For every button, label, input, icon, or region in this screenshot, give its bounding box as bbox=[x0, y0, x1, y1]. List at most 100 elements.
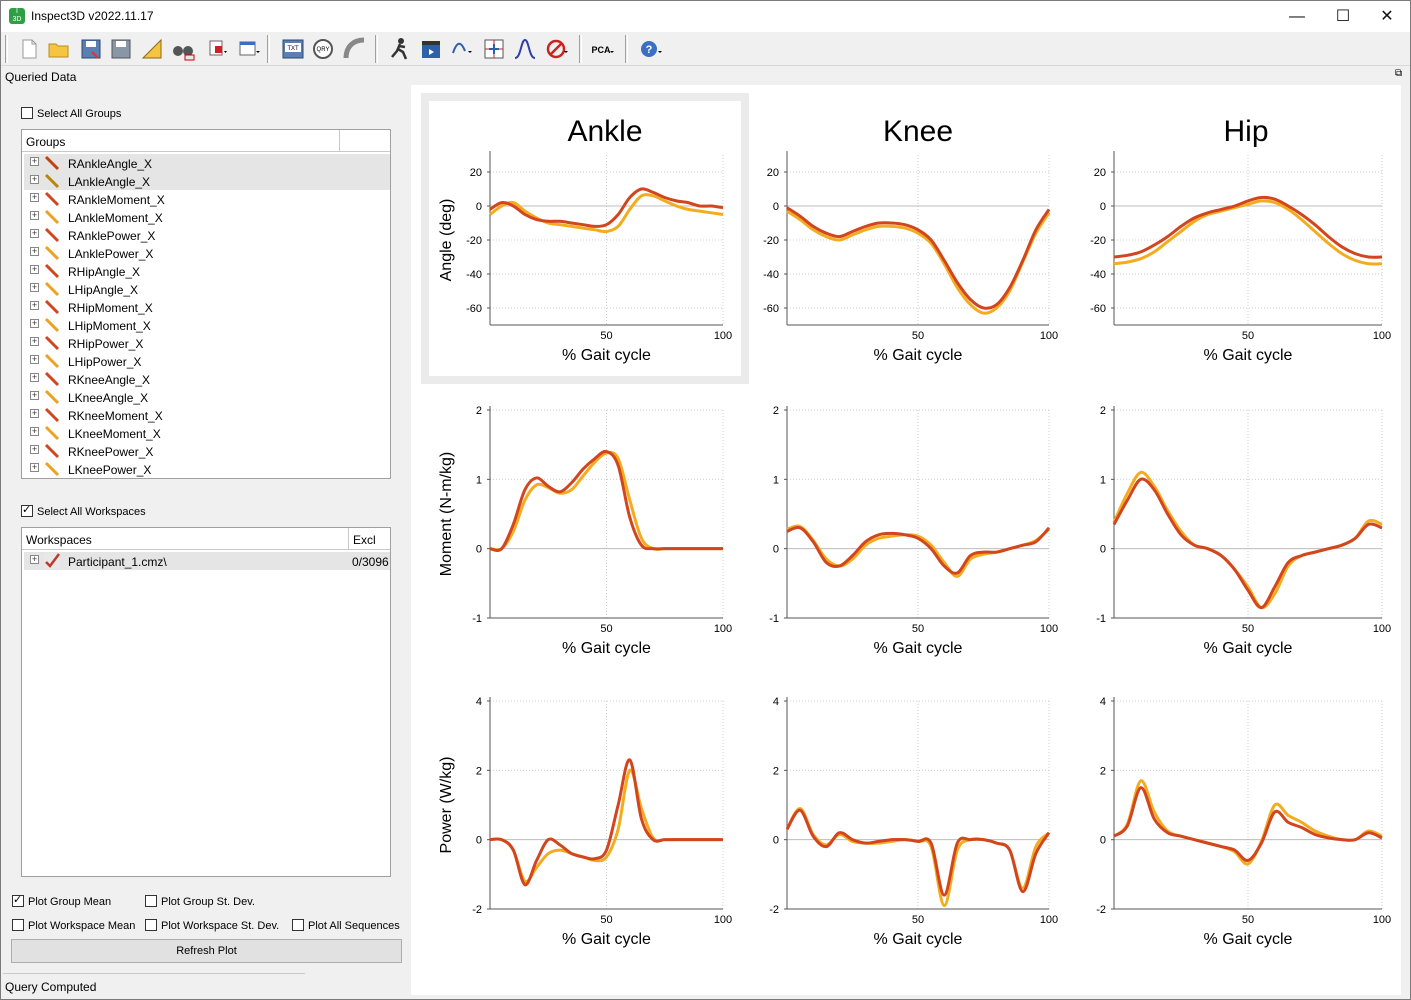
clapper-icon[interactable] bbox=[419, 37, 443, 61]
group-row[interactable]: + LHipAngle_X bbox=[24, 280, 390, 298]
expand-icon[interactable]: + bbox=[30, 282, 39, 292]
pca-dropdown-icon[interactable]: PCA bbox=[591, 37, 615, 61]
y-tick-label: 0 bbox=[773, 835, 779, 847]
group-row[interactable]: + LKneeMoment_X bbox=[24, 424, 390, 442]
plot-group-sd-checkbox[interactable] bbox=[145, 895, 157, 907]
curve-dropdown-icon[interactable] bbox=[451, 37, 475, 61]
expand-icon[interactable]: + bbox=[30, 372, 39, 382]
plot-area[interactable]: Ankle Knee Hip 20 0 -20 -40 -60 50 100% Gait cycl… bbox=[411, 85, 1401, 995]
expand-icon[interactable]: + bbox=[30, 228, 39, 238]
dock-title: Queried Data bbox=[5, 70, 77, 84]
expand-icon[interactable]: + bbox=[30, 554, 39, 564]
export-dropdown-icon[interactable] bbox=[206, 37, 230, 61]
measure-icon[interactable] bbox=[140, 37, 164, 61]
expand-icon[interactable]: + bbox=[30, 264, 39, 274]
window-dropdown-icon[interactable] bbox=[237, 37, 261, 61]
workspaces-column-header[interactable]: Workspaces bbox=[22, 528, 349, 550]
expand-icon[interactable]: + bbox=[30, 444, 39, 454]
groups-column-header-extra[interactable] bbox=[340, 130, 390, 152]
group-row[interactable]: + RHipMoment_X bbox=[24, 298, 390, 316]
close-button[interactable]: ✕ bbox=[1380, 8, 1394, 25]
svg-text:PCA: PCA bbox=[591, 45, 611, 55]
series-color-icon bbox=[44, 155, 60, 171]
group-row[interactable]: + LHipMoment_X bbox=[24, 316, 390, 334]
series-right-line bbox=[1112, 477, 1383, 610]
group-row[interactable]: + RKneeMoment_X bbox=[24, 406, 390, 424]
series-color-icon bbox=[44, 245, 60, 261]
expand-icon[interactable]: + bbox=[30, 246, 39, 256]
series-color-icon bbox=[44, 173, 60, 189]
chart-knee-moment: 2 1 0 -1 50 100 % Gait cycle bbox=[769, 405, 1058, 657]
save-icon[interactable] bbox=[79, 37, 103, 61]
x-tick-label: 100 bbox=[1373, 914, 1391, 926]
groups-tree[interactable]: Groups + RAnkleAngle_X + LAnkleAngle_X + RAnk… bbox=[21, 129, 391, 479]
group-row[interactable]: + RHipAngle_X bbox=[24, 262, 390, 280]
group-row[interactable]: + LAnkleAngle_X bbox=[24, 172, 390, 190]
y-tick-label: 0 bbox=[476, 201, 482, 213]
group-row[interactable]: + LHipPower_X bbox=[24, 352, 390, 370]
x-tick-label: 100 bbox=[714, 914, 732, 926]
new-file-icon[interactable] bbox=[17, 37, 41, 61]
series-right-line bbox=[1113, 195, 1383, 259]
expand-icon[interactable]: + bbox=[30, 210, 39, 220]
grid-icon[interactable] bbox=[482, 37, 506, 61]
y-tick-label: 20 bbox=[470, 167, 482, 179]
plot-all-sequences-checkbox[interactable] bbox=[292, 919, 304, 931]
group-row[interactable]: + RAnkleAngle_X bbox=[24, 154, 390, 172]
x-tick-label: 50 bbox=[600, 914, 612, 926]
workspaces-tree[interactable]: Workspaces Excl + Participant_1.cmz\ 0/3… bbox=[21, 527, 391, 877]
plot-workspace-sd-checkbox[interactable] bbox=[145, 919, 157, 931]
expand-icon[interactable]: + bbox=[30, 300, 39, 310]
refresh-plot-button[interactable]: Refresh Plot bbox=[11, 939, 402, 963]
minimize-button[interactable]: — bbox=[1289, 8, 1305, 25]
group-row[interactable]: + LAnklePower_X bbox=[24, 244, 390, 262]
help-dropdown-icon[interactable]: ? bbox=[639, 37, 663, 61]
select-all-workspaces-label: Select All Workspaces bbox=[37, 506, 146, 518]
group-label: RAnklePower_X bbox=[68, 229, 156, 243]
save-as-icon[interactable] bbox=[109, 37, 133, 61]
group-row[interactable]: + RKneePower_X bbox=[24, 442, 390, 460]
expand-icon[interactable]: + bbox=[30, 318, 39, 328]
expand-icon[interactable]: + bbox=[30, 174, 39, 184]
expand-icon[interactable]: + bbox=[30, 462, 39, 472]
group-row[interactable]: + RAnkleMoment_X bbox=[24, 190, 390, 208]
select-all-groups-checkbox[interactable] bbox=[21, 107, 33, 119]
binoculars-icon[interactable] bbox=[171, 37, 195, 61]
filter-dropdown-icon[interactable] bbox=[546, 37, 570, 61]
group-row[interactable]: + LKneePower_X bbox=[24, 460, 390, 478]
expand-icon[interactable]: + bbox=[30, 192, 39, 202]
txt-export-icon[interactable]: TXT bbox=[281, 37, 305, 61]
y-tick-label: -1 bbox=[769, 613, 779, 625]
expand-icon[interactable]: + bbox=[30, 390, 39, 400]
maximize-button[interactable]: ☐ bbox=[1335, 8, 1351, 25]
excl-column-header[interactable]: Excl bbox=[349, 528, 390, 550]
pipe-icon[interactable] bbox=[343, 37, 367, 61]
dock-float-icon[interactable]: ⧉ bbox=[1395, 68, 1403, 79]
group-row[interactable]: + LAnkleMoment_X bbox=[24, 208, 390, 226]
expand-icon[interactable]: + bbox=[30, 156, 39, 166]
workspace-row[interactable]: + Participant_1.cmz\ 0/3096 bbox=[24, 552, 390, 570]
series-left-line bbox=[1113, 199, 1383, 266]
open-folder-icon[interactable] bbox=[47, 37, 71, 61]
expand-icon[interactable]: + bbox=[30, 408, 39, 418]
plot-workspace-mean-checkbox[interactable] bbox=[12, 919, 24, 931]
expand-icon[interactable]: + bbox=[30, 426, 39, 436]
group-row[interactable]: + RKneeAngle_X bbox=[24, 370, 390, 388]
qry-icon[interactable]: QRY bbox=[311, 37, 335, 61]
group-row[interactable]: + RAnklePower_X bbox=[24, 226, 390, 244]
groups-column-header[interactable]: Groups bbox=[22, 130, 340, 152]
group-row[interactable]: + LKneeAngle_X bbox=[24, 388, 390, 406]
plot-group-mean-checkbox[interactable] bbox=[12, 893, 24, 907]
select-all-workspaces-checkbox[interactable] bbox=[21, 503, 33, 517]
bell-curve-icon[interactable] bbox=[513, 37, 537, 61]
group-row[interactable]: + RHipPower_X bbox=[24, 334, 390, 352]
x-axis-label: % Gait cycle bbox=[1204, 640, 1293, 657]
expand-icon[interactable]: + bbox=[30, 336, 39, 346]
expand-icon[interactable]: + bbox=[30, 354, 39, 364]
x-tick-label: 100 bbox=[1040, 330, 1058, 342]
plot-group-mean-label: Plot Group Mean bbox=[28, 896, 112, 908]
x-axis-label: % Gait cycle bbox=[562, 640, 651, 657]
walker-icon[interactable] bbox=[387, 37, 411, 61]
